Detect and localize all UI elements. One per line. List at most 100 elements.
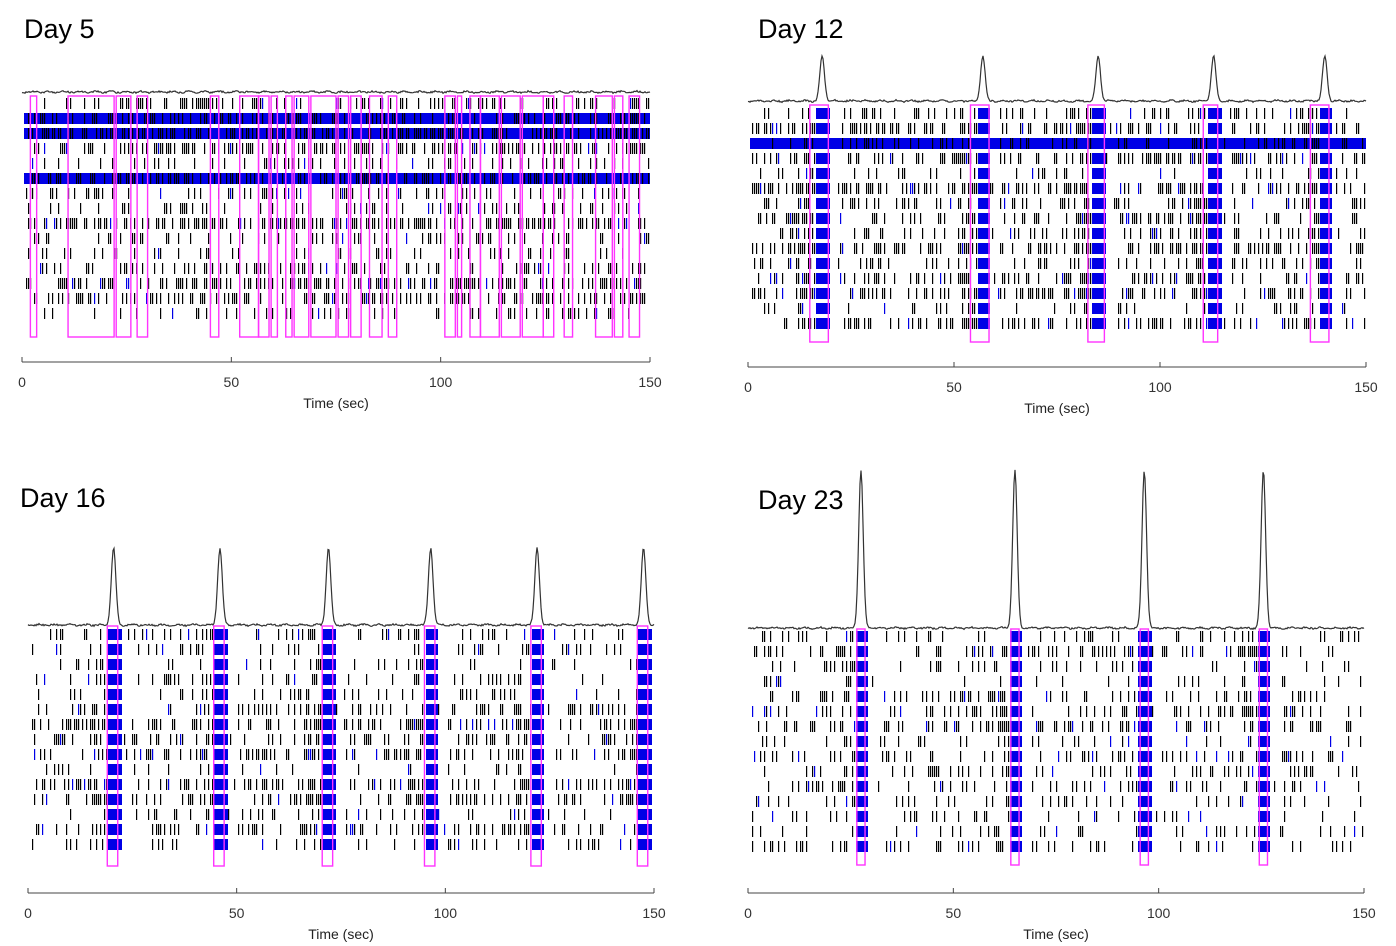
burst-spike (114, 824, 116, 835)
burst-spike (116, 719, 118, 730)
burst-spike (324, 809, 326, 820)
spike-tick (264, 233, 266, 244)
spike-tick (536, 293, 538, 304)
spike-tick (1282, 138, 1284, 149)
spike-tick (1180, 243, 1182, 254)
spike-tick (230, 113, 232, 124)
burst-spike (984, 228, 986, 239)
spike-tick (972, 213, 974, 224)
burst-spike (108, 749, 110, 760)
raster-row-4 (36, 674, 652, 685)
spike-tick (1034, 213, 1036, 224)
spike-tick (1204, 303, 1206, 314)
spike-tick (344, 719, 346, 730)
spike-tick (384, 113, 386, 124)
spike-tick (1044, 123, 1046, 134)
spike-tick (594, 143, 596, 154)
spike-tick (248, 293, 250, 304)
spike-tick (554, 173, 556, 184)
burst-spike (822, 273, 824, 284)
spike-tick (564, 794, 566, 805)
spike-tick (1064, 273, 1066, 284)
spike-tick (1352, 318, 1354, 329)
spike-tick (286, 308, 288, 319)
spike-tick (454, 674, 456, 685)
spike-tick (1160, 183, 1162, 194)
spike-tick (1014, 258, 1016, 269)
spike-tick (484, 824, 486, 835)
spike-tick (78, 704, 80, 715)
burst-spike (1092, 273, 1094, 284)
spike-tick (228, 143, 230, 154)
spike-tick (760, 168, 762, 179)
spike-tick (1346, 273, 1348, 284)
spike-tick (368, 293, 370, 304)
spike-tick (368, 779, 370, 790)
spike-tick (416, 749, 418, 760)
spike-tick (562, 203, 564, 214)
spike-tick (1168, 213, 1170, 224)
spike-tick (458, 824, 460, 835)
burst-spike (220, 719, 222, 730)
spike-tick (172, 659, 174, 670)
spike-tick (1192, 273, 1194, 284)
spike-tick (400, 98, 402, 109)
burst-spike (220, 779, 222, 790)
spike-tick (422, 734, 424, 745)
spike-tick (1276, 153, 1278, 164)
burst-spike (1092, 213, 1094, 224)
spike-tick (152, 674, 154, 685)
spike-tick (276, 143, 278, 154)
burst-spike (120, 629, 122, 640)
spike-tick (1232, 258, 1234, 269)
spike-tick (1090, 318, 1092, 329)
x-tick-label: 50 (224, 374, 240, 390)
spike-tick (192, 143, 194, 154)
spike-tick (140, 278, 142, 289)
spike-tick (106, 293, 108, 304)
spike-tick (760, 183, 762, 194)
burst-spike (1214, 213, 1216, 224)
spike-tick (386, 233, 388, 244)
burst-spike (1098, 273, 1100, 284)
spike-tick (264, 779, 266, 790)
spike-tick (1182, 183, 1184, 194)
spike-tick (1012, 318, 1014, 329)
spike-tick (1178, 631, 1180, 642)
spike-tick (808, 108, 810, 119)
spike-tick (482, 98, 484, 109)
spike-tick (158, 839, 160, 850)
spike-tick (946, 318, 948, 329)
burst-spike (214, 689, 216, 700)
spike-tick (1024, 258, 1026, 269)
spike-tick (510, 218, 512, 229)
spike-tick (174, 824, 176, 835)
burst-spike (648, 839, 650, 850)
spike-tick (974, 303, 976, 314)
spike-tick (408, 749, 410, 760)
burst-spike (1098, 138, 1100, 149)
spike-tick (1244, 138, 1246, 149)
spike-tick (106, 128, 108, 139)
spike-tick (366, 113, 368, 124)
spike-tick (376, 113, 378, 124)
spike-tick (1128, 198, 1130, 209)
burst-spike (426, 809, 428, 820)
spike-tick (340, 248, 342, 259)
burst-spike (818, 228, 820, 239)
spike-tick (458, 749, 460, 760)
spike-tick (1024, 318, 1026, 329)
burst-spike (1320, 198, 1322, 209)
burst-spike (1212, 228, 1214, 239)
spike-tick (1342, 138, 1344, 149)
spike-tick (844, 318, 846, 329)
spike-tick (204, 113, 206, 124)
spike-tick (408, 128, 410, 139)
spike-tick (634, 824, 636, 835)
burst-spike (220, 734, 222, 745)
spike-tick (892, 123, 894, 134)
spike-tick (770, 123, 772, 134)
spike-tick (126, 98, 128, 109)
spike-tick (1288, 273, 1290, 284)
burst-spike (978, 138, 980, 149)
